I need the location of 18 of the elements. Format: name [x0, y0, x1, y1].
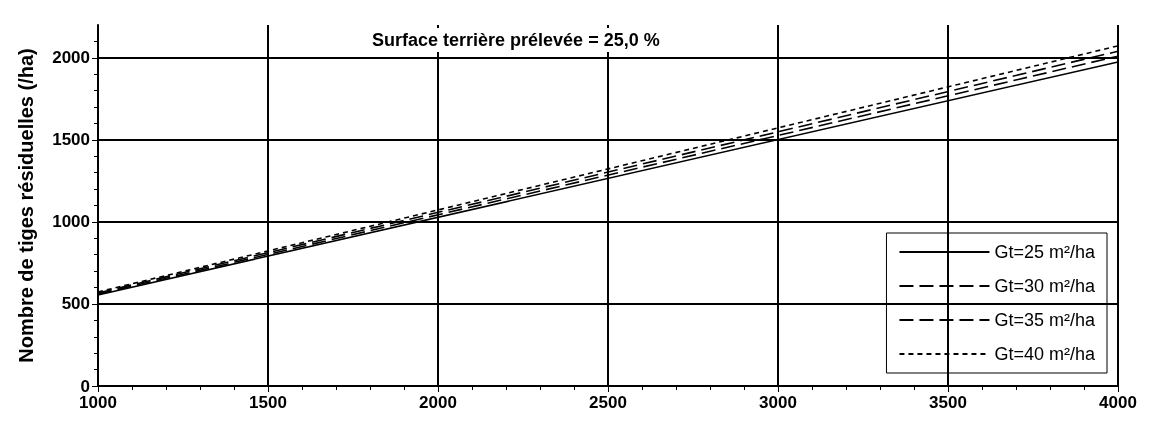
x-tick-label: 2500 [589, 393, 627, 412]
y-axis-title: Nombre de tiges résiduelles (/ha) [15, 48, 37, 363]
legend-label: Gt=35 m²/ha [994, 310, 1096, 330]
y-tick-label: 0 [80, 376, 90, 396]
x-tick-label: 3000 [759, 393, 797, 412]
x-tick-label: 1000 [79, 393, 117, 412]
y-tick-label: 1000 [52, 212, 90, 232]
x-tick-label: 1500 [249, 393, 287, 412]
y-tick-label: 1500 [52, 130, 90, 150]
y-tick-label: 2000 [52, 48, 90, 68]
y-tick-label: 500 [61, 294, 90, 314]
x-tick-label: 2000 [419, 393, 457, 412]
chart-title: Surface terrière prélevée = 25,0 % [372, 30, 660, 50]
x-tick-label: 3500 [929, 393, 967, 412]
x-tick-label: 4000 [1099, 393, 1137, 412]
legend-label: Gt=30 m²/ha [994, 276, 1096, 296]
legend-label: Gt=25 m²/ha [994, 242, 1096, 262]
legend-label: Gt=40 m²/ha [994, 344, 1096, 364]
